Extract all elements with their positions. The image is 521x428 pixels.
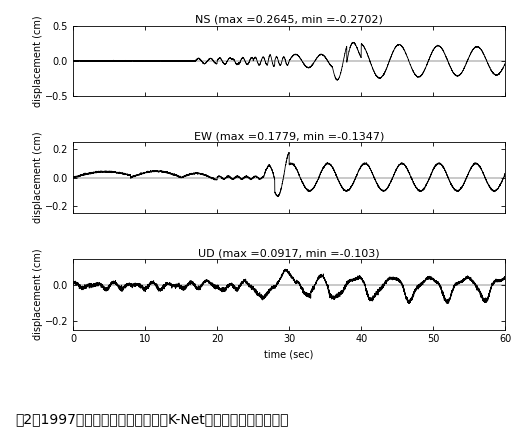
Title: EW (max =0.1779, min =-0.1347): EW (max =0.1779, min =-0.1347) bbox=[194, 131, 384, 142]
Title: UD (max =0.0917, min =-0.103): UD (max =0.0917, min =-0.103) bbox=[199, 248, 380, 258]
Y-axis label: displacement (cm): displacement (cm) bbox=[33, 132, 43, 223]
Y-axis label: displacement (cm): displacement (cm) bbox=[33, 15, 43, 107]
Y-axis label: displacement (cm): displacement (cm) bbox=[33, 248, 43, 340]
X-axis label: time (sec): time (sec) bbox=[265, 350, 314, 360]
Title: NS (max =0.2645, min =-0.2702): NS (max =0.2645, min =-0.2702) bbox=[195, 15, 383, 25]
Text: 図2：1997年伊豆半島東方沖地震のK-Net新宿における変位波形: 図2：1997年伊豆半島東方沖地震のK-Net新宿における変位波形 bbox=[16, 412, 289, 426]
